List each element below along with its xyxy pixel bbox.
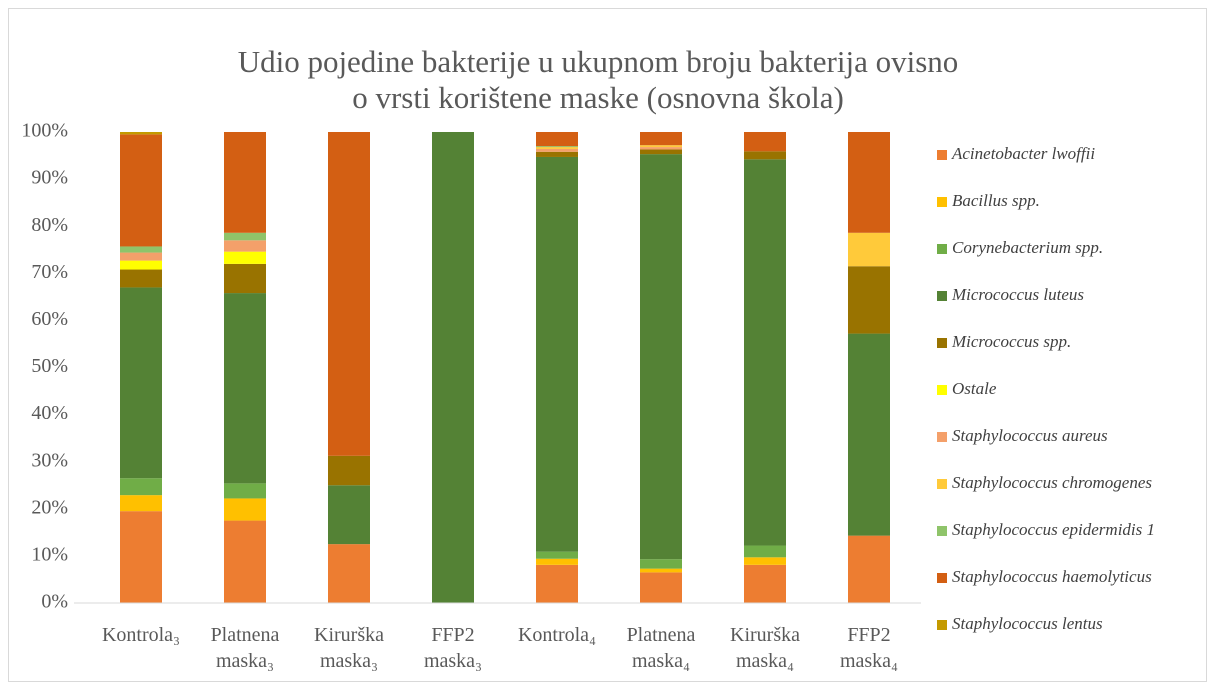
bar-segment [536, 132, 578, 147]
bar-segment [328, 485, 370, 545]
legend-swatch [937, 620, 947, 630]
x-tick-label: Kontrola₄ [518, 624, 596, 646]
x-tick-label: FFP2 maska₃ [424, 624, 482, 672]
bar-segment [640, 132, 682, 146]
legend-label: Bacillus spp. [952, 191, 1040, 210]
bar-segment [744, 159, 786, 546]
y-tick-label: 10% [31, 543, 68, 565]
legend-swatch [937, 385, 947, 395]
bar-segment [640, 568, 682, 573]
bar-segment [848, 333, 890, 536]
bar-segment [120, 511, 162, 603]
bar-segment [744, 545, 786, 558]
bar-segment [224, 240, 266, 252]
legend-label: Staphylococcus chromogenes [952, 473, 1152, 492]
bar-segment [328, 544, 370, 603]
bar-segment [120, 287, 162, 479]
bar-segment [744, 557, 786, 565]
legend-label: Staphylococcus haemolyticus [952, 567, 1152, 586]
legend-label: Ostale [952, 379, 997, 398]
bar-segment [848, 266, 890, 334]
bar-segment [328, 455, 370, 486]
bar-segment [744, 151, 786, 160]
bar-segment [536, 151, 578, 157]
bar-segment [224, 251, 266, 264]
bar-segment [224, 263, 266, 294]
bar-segment [536, 148, 578, 152]
legend-swatch [937, 573, 947, 583]
legend-swatch [937, 150, 947, 160]
y-tick-label: 70% [31, 261, 68, 283]
bar-segment [328, 132, 370, 456]
bar-segment [744, 132, 786, 152]
chart-border [8, 8, 1207, 682]
legend-swatch [937, 197, 947, 207]
x-tick-label: FFP2 maska₄ [840, 624, 898, 672]
legend-swatch [937, 479, 947, 489]
y-tick-label: 20% [31, 496, 68, 518]
bar-segment [432, 132, 474, 603]
bar-segment [536, 156, 578, 552]
bar-segment [224, 498, 266, 521]
bar-segment [848, 232, 890, 267]
bar-segment [224, 483, 266, 499]
bar-segment [536, 146, 578, 148]
y-tick-label: 60% [31, 308, 68, 330]
x-tick-label: Platnena maska₄ [627, 624, 696, 672]
chart-title: Udio pojedine bakterije u ukupnom broju … [238, 44, 959, 115]
x-tick-label: Kirurška maska₃ [314, 624, 384, 672]
legend-swatch [937, 432, 947, 442]
legend-swatch [937, 244, 947, 254]
legend-swatch [937, 338, 947, 348]
bar-segment [224, 520, 266, 603]
bar-segment [224, 293, 266, 484]
bar-segment [120, 478, 162, 496]
bar-segment [744, 564, 786, 603]
y-tick-label: 100% [21, 120, 68, 142]
bar-segment [536, 558, 578, 565]
y-tick-label: 30% [31, 449, 68, 471]
bar-segment [120, 495, 162, 512]
y-tick-label: 40% [31, 402, 68, 424]
y-tick-label: 50% [31, 355, 68, 377]
bar-segment [536, 551, 578, 559]
bar-segment [120, 134, 162, 247]
bar-segment [640, 559, 682, 569]
legend-label: Micrococcus luteus [951, 285, 1084, 304]
bar-segment [640, 572, 682, 603]
bar-segment [640, 145, 682, 148]
bar-segment [120, 269, 162, 288]
bar-segment [640, 147, 682, 150]
legend-label: Micrococcus spp. [951, 332, 1071, 351]
bar-segment [640, 154, 682, 560]
legend-label: Staphylococcus lentus [952, 614, 1103, 633]
bar-segment [120, 246, 162, 253]
legend-label: Acinetobacter lwoffii [951, 144, 1095, 163]
bar-segment [536, 147, 578, 149]
bar-segment [224, 232, 266, 241]
bar-segment [848, 535, 890, 603]
x-tick-label: Kontrola₃ [102, 624, 180, 646]
bar-segment [120, 132, 162, 135]
bar-segment [224, 132, 266, 233]
legend-swatch [937, 526, 947, 536]
legend-label: Staphylococcus epidermidis 1 [952, 520, 1155, 539]
bar-segment [120, 252, 162, 261]
bar-segment [120, 260, 162, 270]
bar-segment [848, 132, 890, 233]
y-tick-label: 90% [31, 167, 68, 189]
legend-swatch [937, 291, 947, 301]
legend-label: Corynebacterium spp. [952, 238, 1103, 257]
bar-segment [640, 149, 682, 155]
legend-label: Staphylococcus aureus [952, 426, 1108, 445]
bar-segment [536, 564, 578, 603]
y-tick-label: 0% [41, 591, 68, 613]
x-tick-label: Platnena maska₃ [211, 624, 280, 672]
y-tick-label: 80% [31, 214, 68, 236]
x-tick-label: Kirurška maska₄ [730, 624, 800, 672]
